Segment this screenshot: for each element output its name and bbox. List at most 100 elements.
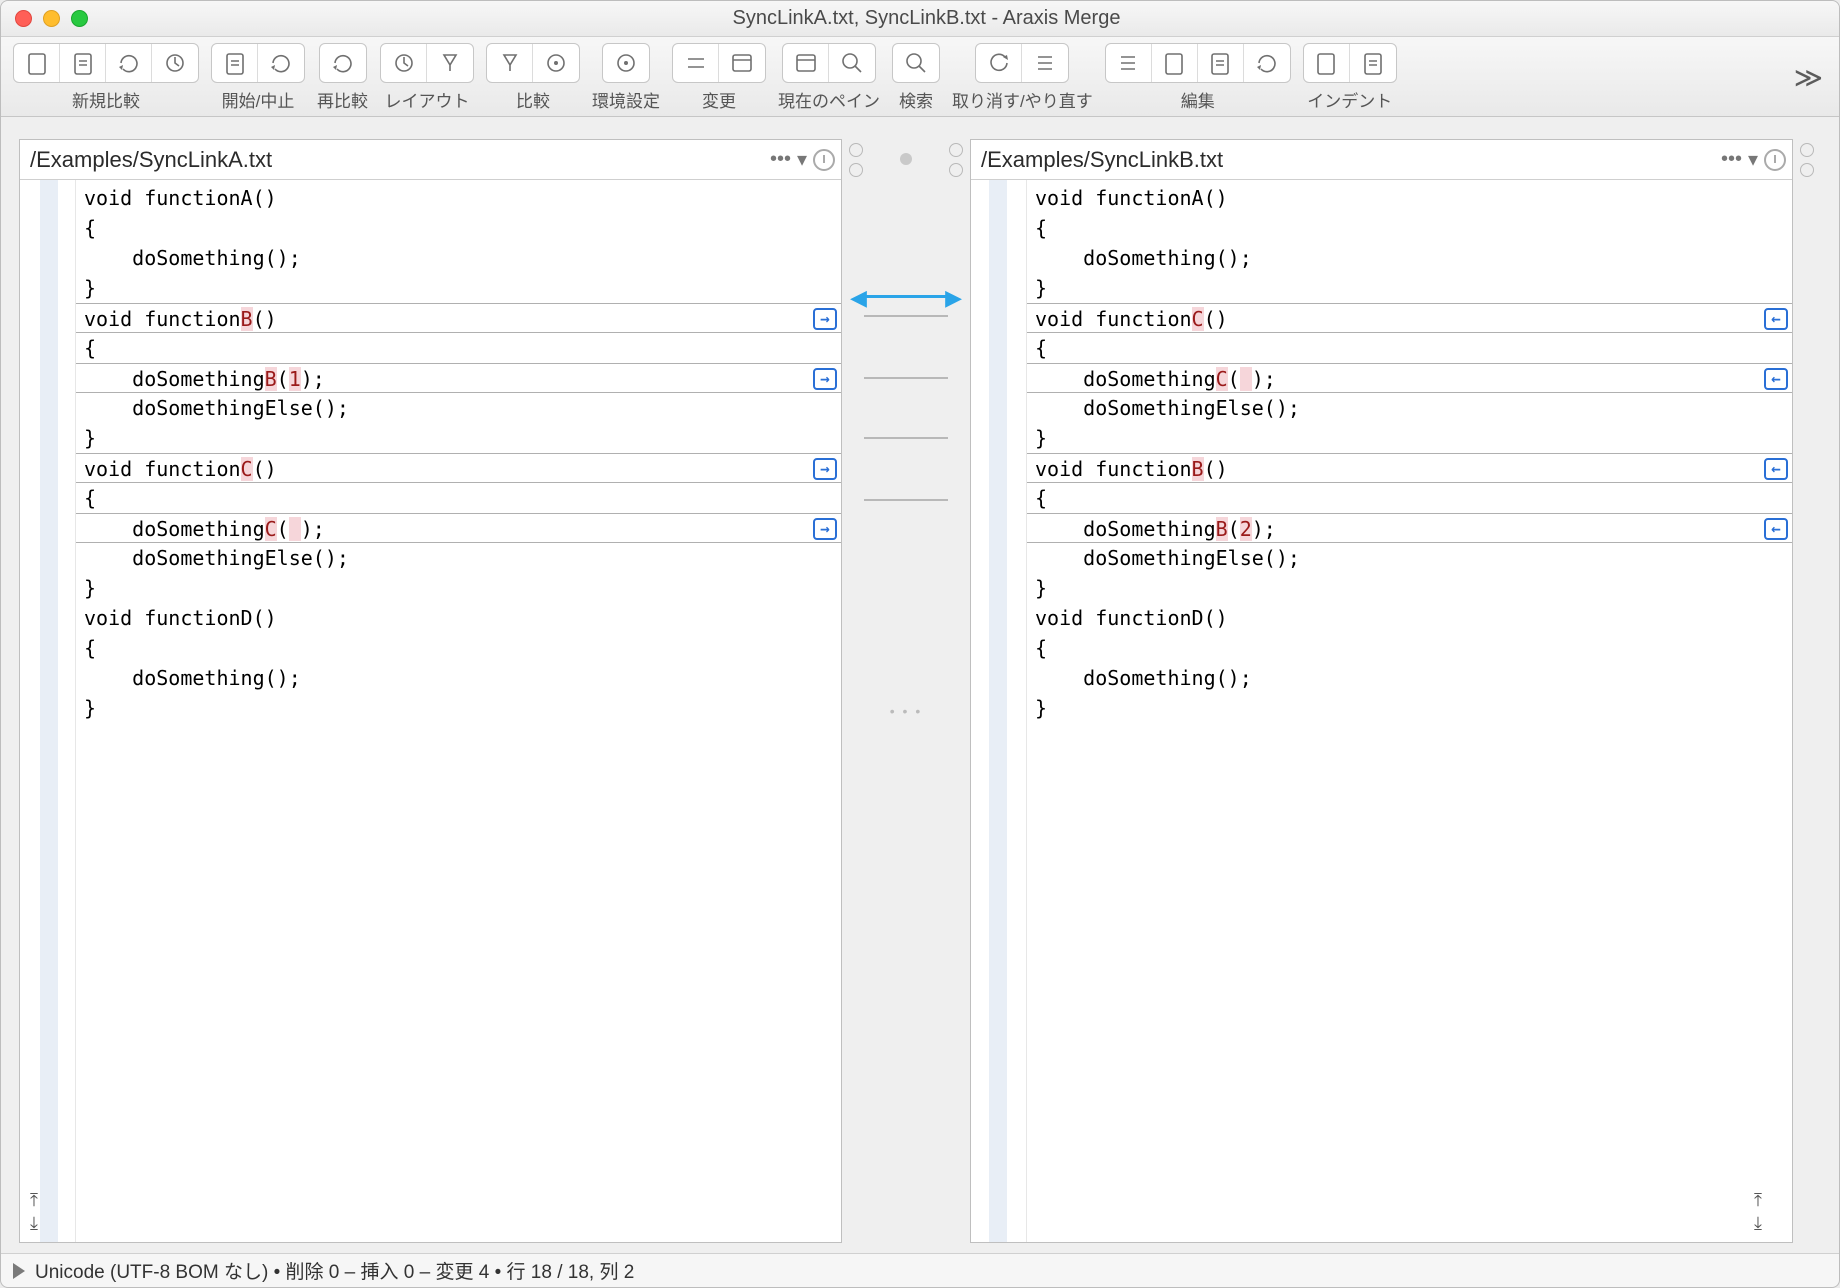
toolbar-label: 変更	[702, 87, 736, 112]
code-line[interactable]: }	[1027, 273, 1792, 303]
play-icon[interactable]	[13, 1263, 25, 1279]
toolbar-button[interactable]	[212, 44, 258, 82]
code-line[interactable]: }	[76, 273, 841, 303]
toolbar-button[interactable]	[893, 44, 939, 82]
merge-left-button[interactable]: ←	[1764, 518, 1788, 540]
more-icon[interactable]: •••	[1721, 148, 1742, 171]
toolbar-button[interactable]	[152, 44, 198, 82]
toolbar-button[interactable]	[1106, 44, 1152, 82]
close-icon[interactable]	[15, 10, 32, 27]
center-header	[870, 139, 942, 179]
code-line[interactable]: {	[1027, 213, 1792, 243]
code-line[interactable]: {	[1027, 633, 1792, 663]
toolbar-button[interactable]	[976, 44, 1022, 82]
code-line[interactable]: doSomething();	[76, 663, 841, 693]
code-line[interactable]: void functionB()←	[1027, 453, 1792, 483]
left-file-path[interactable]: /Examples/SyncLinkA.txt	[30, 147, 770, 173]
code-line[interactable]: }	[1027, 423, 1792, 453]
toolbar-button[interactable]	[783, 44, 829, 82]
code-line[interactable]: {	[76, 483, 841, 513]
code-line[interactable]: void functionA()	[76, 183, 841, 213]
code-line[interactable]: void functionC()←	[1027, 303, 1792, 333]
left-scroll-controls[interactable]: ⤒ ⤓	[30, 1190, 38, 1234]
code-line[interactable]: doSomethingElse();	[1027, 543, 1792, 573]
far-right-overview-strip[interactable]	[1793, 139, 1821, 1243]
code-line[interactable]: {	[1027, 483, 1792, 513]
toolbar-button[interactable]	[1198, 44, 1244, 82]
link-toggle-icon[interactable]	[900, 153, 912, 165]
code-line[interactable]: doSomethingElse();	[76, 543, 841, 573]
code-line[interactable]: void functionB()→	[76, 303, 841, 333]
merge-left-button[interactable]: ←	[1764, 308, 1788, 330]
merge-left-button[interactable]: ←	[1764, 368, 1788, 390]
toolbar-button[interactable]	[320, 44, 366, 82]
toolbar-group-pane: 現在のペイン	[778, 43, 880, 112]
merge-right-button[interactable]: →	[813, 458, 837, 480]
toolbar-button[interactable]	[106, 44, 152, 82]
code-line[interactable]: {	[1027, 333, 1792, 363]
code-line[interactable]: doSomethingC( );→	[76, 513, 841, 543]
toolbar-group-new: 新規比較	[13, 43, 199, 112]
code-line[interactable]: doSomethingC( );←	[1027, 363, 1792, 393]
toolbar-button[interactable]	[381, 44, 427, 82]
toolbar-button[interactable]	[533, 44, 579, 82]
code-line[interactable]: {	[76, 333, 841, 363]
toolbar-button[interactable]	[258, 44, 304, 82]
left-pane-body: ⤒ ⤓ void functionA(){ doSomething();}voi…	[20, 180, 841, 1242]
toolbar-button[interactable]	[673, 44, 719, 82]
right-code-view[interactable]: void functionA(){ doSomething();}void fu…	[1027, 180, 1792, 1242]
merge-left-button[interactable]: ←	[1764, 458, 1788, 480]
code-line[interactable]: }	[1027, 693, 1792, 723]
right-file-path[interactable]: /Examples/SyncLinkB.txt	[981, 147, 1721, 173]
toolbar-button[interactable]	[1152, 44, 1198, 82]
history-icon[interactable]	[813, 149, 835, 171]
split-handle-icon[interactable]: • • •	[890, 703, 922, 719]
toolbar-button[interactable]	[14, 44, 60, 82]
code-line[interactable]: }	[76, 573, 841, 603]
code-line[interactable]: {	[76, 213, 841, 243]
code-line[interactable]: doSomething();	[1027, 243, 1792, 273]
toolbar-group-start: 開始/中止	[211, 43, 305, 112]
code-line[interactable]: doSomethingElse();	[76, 393, 841, 423]
more-icon[interactable]: •••	[770, 148, 791, 171]
code-line[interactable]: doSomethingB(1);→	[76, 363, 841, 393]
minimize-icon[interactable]	[43, 10, 60, 27]
toolbar-button[interactable]	[60, 44, 106, 82]
chevron-down-icon[interactable]: ▾	[1748, 147, 1758, 172]
toolbar-button[interactable]	[1244, 44, 1290, 82]
code-line[interactable]: doSomethingB(2);←	[1027, 513, 1792, 543]
merge-right-button[interactable]: →	[813, 308, 837, 330]
toolbar-button[interactable]	[427, 44, 473, 82]
toolbar-overflow-icon[interactable]: ≫	[1784, 61, 1833, 94]
swap-link-icon[interactable]: ◀▶	[858, 287, 954, 291]
code-line[interactable]: void functionD()	[76, 603, 841, 633]
history-icon[interactable]	[1764, 149, 1786, 171]
code-line[interactable]: doSomethingElse();	[1027, 393, 1792, 423]
merge-right-button[interactable]: →	[813, 518, 837, 540]
code-line[interactable]: void functionD()	[1027, 603, 1792, 633]
toolbar-button[interactable]	[1022, 44, 1068, 82]
code-line[interactable]: void functionA()	[1027, 183, 1792, 213]
jump-bottom-icon[interactable]: ⤓	[30, 1213, 38, 1234]
code-line[interactable]: {	[76, 633, 841, 663]
merge-right-button[interactable]: →	[813, 368, 837, 390]
toolbar-button[interactable]	[719, 44, 765, 82]
code-line[interactable]: doSomething();	[1027, 663, 1792, 693]
toolbar-button[interactable]	[487, 44, 533, 82]
toolbar-button[interactable]	[1350, 44, 1396, 82]
code-line[interactable]: }	[76, 423, 841, 453]
jump-top-icon[interactable]: ⤒	[1754, 1190, 1762, 1211]
toolbar-button[interactable]	[603, 44, 649, 82]
toolbar-button[interactable]	[1304, 44, 1350, 82]
code-line[interactable]: }	[76, 693, 841, 723]
chevron-down-icon[interactable]: ▾	[797, 147, 807, 172]
code-line[interactable]: void functionC()→	[76, 453, 841, 483]
right-scroll-controls[interactable]: ⤒ ⤓	[1754, 1190, 1762, 1234]
zoom-icon[interactable]	[71, 10, 88, 27]
jump-bottom-icon[interactable]: ⤓	[1754, 1213, 1762, 1234]
left-code-view[interactable]: void functionA(){ doSomething();}void fu…	[76, 180, 841, 1242]
code-line[interactable]: doSomething();	[76, 243, 841, 273]
jump-top-icon[interactable]: ⤒	[30, 1190, 38, 1211]
code-line[interactable]: }	[1027, 573, 1792, 603]
toolbar-button[interactable]	[829, 44, 875, 82]
